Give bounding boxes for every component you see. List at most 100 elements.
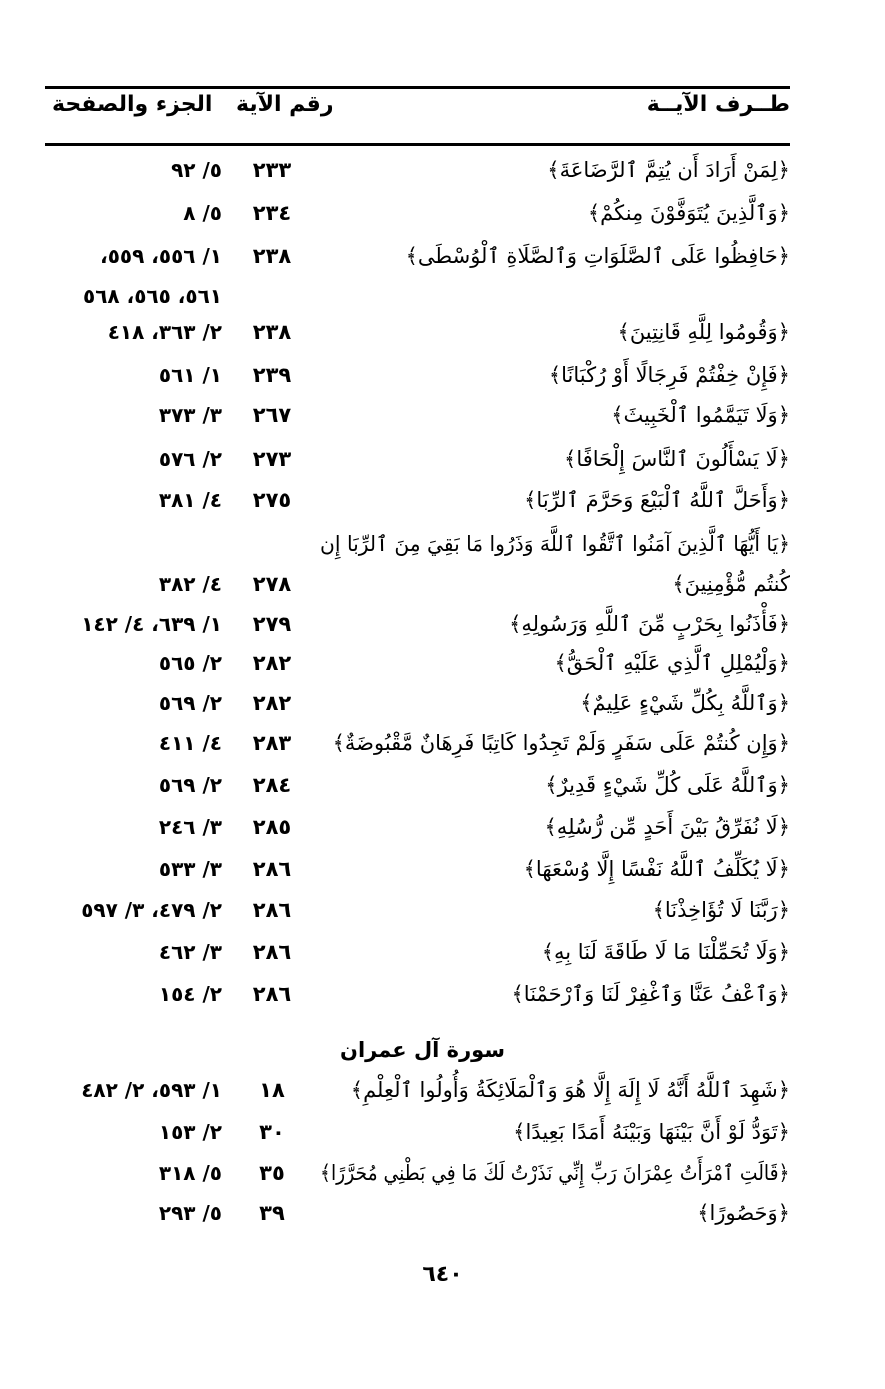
table-row: ﴿يَا أَيُّهَا ٱلَّذِينَ آمَنُوا ٱتَّقُوا… — [0, 524, 885, 596]
part-page-reference: ٥/ ٩٢ — [171, 158, 222, 182]
verse-excerpt: ﴿وَلَا تَيَمَّمُوا ٱلْخَبِيثَ﴾ — [611, 403, 790, 427]
ayah-number: ٢٨٤ — [252, 773, 292, 797]
verse-excerpt: ﴿وَٱللَّهُ بِكُلِّ شَيْءٍ عَلِيمٌ﴾ — [580, 691, 790, 715]
verse-excerpt: ﴿لَا نُفَرِّقُ بَيْنَ أَحَدٍ مِّن رُّسُل… — [544, 815, 791, 839]
verse-excerpt: ﴿قَالَتِ ٱمْرَأَتُ عِمْرَانَ رَبِّ إِنِّ… — [320, 1161, 790, 1185]
table-row: ﴿رَبَّنَا لَا تُؤَاخِذْنَا﴾ ٢٨٦ ٢/ ٤٧٩، ٣/… — [0, 890, 885, 930]
part-page-reference: ٤/ ٣٨٢ — [158, 572, 222, 596]
table-row: ﴿وَأَحَلَّ ٱللَّهُ ٱلْبَيْعَ وَحَرَّمَ ٱ… — [0, 480, 885, 520]
table-row: ﴿وَٱللَّهُ عَلَى كُلِّ شَيْءٍ قَدِيرٌ﴾ ٢٨… — [0, 765, 885, 805]
table-row: ﴿وَقُومُوا لِلَّهِ قَانِتِينَ﴾ ٢٣٨ ٢/ ٣٦٣،… — [0, 312, 885, 352]
verse-excerpt: ﴿وَقُومُوا لِلَّهِ قَانِتِينَ﴾ — [617, 320, 790, 344]
ayah-number: ٢٨٦ — [252, 940, 292, 964]
verse-excerpt: ﴿وَلَا تُحَمِّلْنَا مَا لَا طَاقَةَ لَنَ… — [541, 940, 790, 964]
verse-excerpt: ﴿لَا يَسْأَلُونَ ٱلنَّاسَ إِلْحَافًا﴾ — [564, 447, 790, 471]
part-page-reference-continued: ٥٦١، ٥٦٥، ٥٦٨ — [83, 284, 222, 308]
verse-excerpt: ﴿وَٱلَّذِينَ يُتَوَفَّوْنَ مِنكُمْ﴾ — [587, 201, 790, 225]
part-page-reference: ٢/ ٤٧٩، ٣/ ٥٩٧ — [81, 898, 222, 922]
verse-excerpt: ﴿وَحَصُورًا﴾ — [697, 1201, 790, 1225]
part-page-reference: ٥/ ٢٩٣ — [158, 1201, 222, 1225]
ayah-number: ٣٩ — [259, 1201, 285, 1225]
table-row: ﴿وَحَصُورًا﴾ ٣٩ ٥/ ٢٩٣ — [0, 1193, 885, 1233]
table-row: ﴿لَا يَسْأَلُونَ ٱلنَّاسَ إِلْحَافًا﴾ ٢٧٣… — [0, 439, 885, 479]
part-page-reference: ١/ ٥٥٦، ٥٥٩، — [100, 244, 222, 268]
part-page-reference: ٢/ ٣٦٣، ٤١٨ — [107, 320, 222, 344]
table-row: ﴿لَا يُكَلِّفُ ٱللَّهُ نَفْسًا إِلَّا وُ… — [0, 849, 885, 889]
top-rule — [45, 86, 790, 89]
ayah-number: ٣٥ — [259, 1161, 285, 1185]
verse-excerpt: ﴿وَلْيُمْلِلِ ٱلَّذِي عَلَيْهِ ٱلْحَقُّ﴾ — [554, 651, 790, 675]
ayah-number: ٢٨٥ — [252, 815, 292, 839]
part-page-reference: ٢/ ٥٧٦ — [158, 447, 222, 471]
ayah-number: ٢٦٧ — [252, 403, 292, 427]
table-row: ﴿لِمَنْ أَرَادَ أَن يُتِمَّ ٱلرَّضَاعَةَ… — [0, 150, 885, 190]
verse-excerpt: ﴿شَهِدَ ٱللَّهُ أَنَّهُ لَا إِلَهَ إِلَّ… — [350, 1078, 790, 1102]
part-page-reference: ١/ ٥٦١ — [158, 363, 222, 387]
ayah-number: ٢٧٣ — [252, 447, 292, 471]
part-page-reference: ٥/ ٣١٨ — [158, 1161, 222, 1185]
part-page-reference: ٢/ ٥٦٩ — [158, 773, 222, 797]
column-header-verse: طــرف الآيــة — [646, 92, 790, 117]
ayah-number: ٢٨٦ — [252, 857, 292, 881]
table-row: ﴿وَلَا تَيَمَّمُوا ٱلْخَبِيثَ﴾ ٢٦٧ ٣/ ٣٧٣ — [0, 395, 885, 435]
ayah-number: ٢٣٨ — [252, 244, 292, 268]
part-page-reference: ٥/ ٨ — [183, 201, 222, 225]
part-page-reference: ٢/ ٥٦٩ — [158, 691, 222, 715]
ayah-number: ٢٣٩ — [252, 363, 292, 387]
part-page-reference: ٢/ ١٥٤ — [158, 982, 222, 1006]
table-row: ﴿فَأْذَنُوا بِحَرْبٍ مِّنَ ٱللَّهِ وَرَس… — [0, 604, 885, 644]
table-row: ﴿وَلَا تُحَمِّلْنَا مَا لَا طَاقَةَ لَنَ… — [0, 932, 885, 972]
verse-excerpt: ﴿يَا أَيُّهَا ٱلَّذِينَ آمَنُوا ٱتَّقُوا… — [320, 532, 790, 556]
verse-excerpt: ﴿رَبَّنَا لَا تُؤَاخِذْنَا﴾ — [652, 898, 790, 922]
part-page-reference: ٣/ ٥٣٣ — [158, 857, 222, 881]
table-row: ﴿لَا نُفَرِّقُ بَيْنَ أَحَدٍ مِّن رُّسُل… — [0, 807, 885, 847]
ayah-number: ٢٧٩ — [252, 612, 292, 636]
ayah-number: ٢٨٦ — [252, 898, 292, 922]
ayah-number: ٢٨٢ — [252, 651, 292, 675]
table-row: ﴿وَٱللَّهُ بِكُلِّ شَيْءٍ عَلِيمٌ﴾ ٢٨٢ ٢/ … — [0, 683, 885, 723]
page-number: ٦٤٠ — [422, 1262, 463, 1287]
verse-excerpt: ﴿لَا يُكَلِّفُ ٱللَّهُ نَفْسًا إِلَّا وُ… — [523, 857, 790, 881]
ayah-number: ٢٣٨ — [252, 320, 292, 344]
column-header-ayah-number: رقم الآية — [236, 92, 334, 117]
table-row: ﴿وَٱعْفُ عَنَّا وَٱغْفِرْ لَنَا وَٱرْحَم… — [0, 974, 885, 1014]
surah-heading: سورة آل عمران — [340, 1038, 505, 1062]
verse-excerpt: ﴿لِمَنْ أَرَادَ أَن يُتِمَّ ٱلرَّضَاعَةَ… — [547, 158, 790, 182]
part-page-reference: ٣/ ٣٧٣ — [158, 403, 222, 427]
verse-excerpt: ﴿وَٱعْفُ عَنَّا وَٱغْفِرْ لَنَا وَٱرْحَم… — [511, 982, 790, 1006]
table-row: ﴿تَوَدُّ لَوْ أَنَّ بَيْنَهَا وَبَيْنَهُ… — [0, 1112, 885, 1152]
ayah-number: ٢٨٣ — [252, 731, 292, 755]
part-page-reference: ٢/ ٥٦٥ — [158, 651, 222, 675]
verse-excerpt: ﴿فَأْذَنُوا بِحَرْبٍ مِّنَ ٱللَّهِ وَرَس… — [509, 612, 790, 636]
verse-excerpt: ﴿وَٱللَّهُ عَلَى كُلِّ شَيْءٍ قَدِيرٌ﴾ — [545, 773, 790, 797]
column-header-part-page: الجزء والصفحة — [52, 92, 213, 117]
part-page-reference: ١/ ٦٣٩، ٤/ ١٤٢ — [81, 612, 222, 636]
part-page-reference: ١/ ٥٩٣، ٢/ ٤٨٢ — [81, 1078, 222, 1102]
part-page-reference: ٣/ ٤٦٢ — [158, 940, 222, 964]
ayah-number: ٢٧٥ — [252, 488, 292, 512]
part-page-reference: ٤/ ٣٨١ — [158, 488, 222, 512]
verse-excerpt: ﴿وَإِن كُنتُمْ عَلَى سَفَرٍ وَلَمْ تَجِد… — [332, 731, 790, 755]
verse-excerpt: ﴿فَإِنْ خِفْتُمْ فَرِجَالًا أَوْ رُكْبَا… — [548, 363, 790, 387]
verse-excerpt: ﴿تَوَدُّ لَوْ أَنَّ بَيْنَهَا وَبَيْنَهُ… — [513, 1120, 790, 1144]
verse-excerpt: ﴿وَأَحَلَّ ٱللَّهُ ٱلْبَيْعَ وَحَرَّمَ ٱ… — [524, 488, 790, 512]
table-row: ﴿وَلْيُمْلِلِ ٱلَّذِي عَلَيْهِ ٱلْحَقُّ﴾… — [0, 643, 885, 683]
ayah-number: ٢٨٢ — [252, 691, 292, 715]
ayah-number: ٢٣٣ — [252, 158, 292, 182]
header-rule — [45, 143, 790, 146]
verse-excerpt-continued: كُنتُم مُّؤْمِنِينَ﴾ — [672, 572, 790, 596]
table-row: ﴿قَالَتِ ٱمْرَأَتُ عِمْرَانَ رَبِّ إِنِّ… — [0, 1153, 885, 1193]
ayah-number: ٣٠ — [259, 1120, 285, 1144]
table-row: ﴿فَإِنْ خِفْتُمْ فَرِجَالًا أَوْ رُكْبَا… — [0, 355, 885, 395]
ayah-number: ٢٧٨ — [252, 572, 292, 596]
ayah-number: ١٨ — [259, 1078, 285, 1102]
part-page-reference: ٤/ ٤١١ — [158, 731, 222, 755]
table-row: ﴿حَافِظُوا عَلَى ٱلصَّلَوَاتِ وَٱلصَّلَا… — [0, 236, 885, 308]
table-row: ﴿شَهِدَ ٱللَّهُ أَنَّهُ لَا إِلَهَ إِلَّ… — [0, 1070, 885, 1110]
ayah-number: ٢٣٤ — [252, 201, 292, 225]
ayah-number: ٢٨٦ — [252, 982, 292, 1006]
part-page-reference: ٣/ ٢٤٦ — [158, 815, 222, 839]
table-row: ﴿وَإِن كُنتُمْ عَلَى سَفَرٍ وَلَمْ تَجِد… — [0, 723, 885, 763]
part-page-reference: ٢/ ١٥٣ — [158, 1120, 222, 1144]
verse-excerpt: ﴿حَافِظُوا عَلَى ٱلصَّلَوَاتِ وَٱلصَّلَا… — [405, 244, 790, 268]
